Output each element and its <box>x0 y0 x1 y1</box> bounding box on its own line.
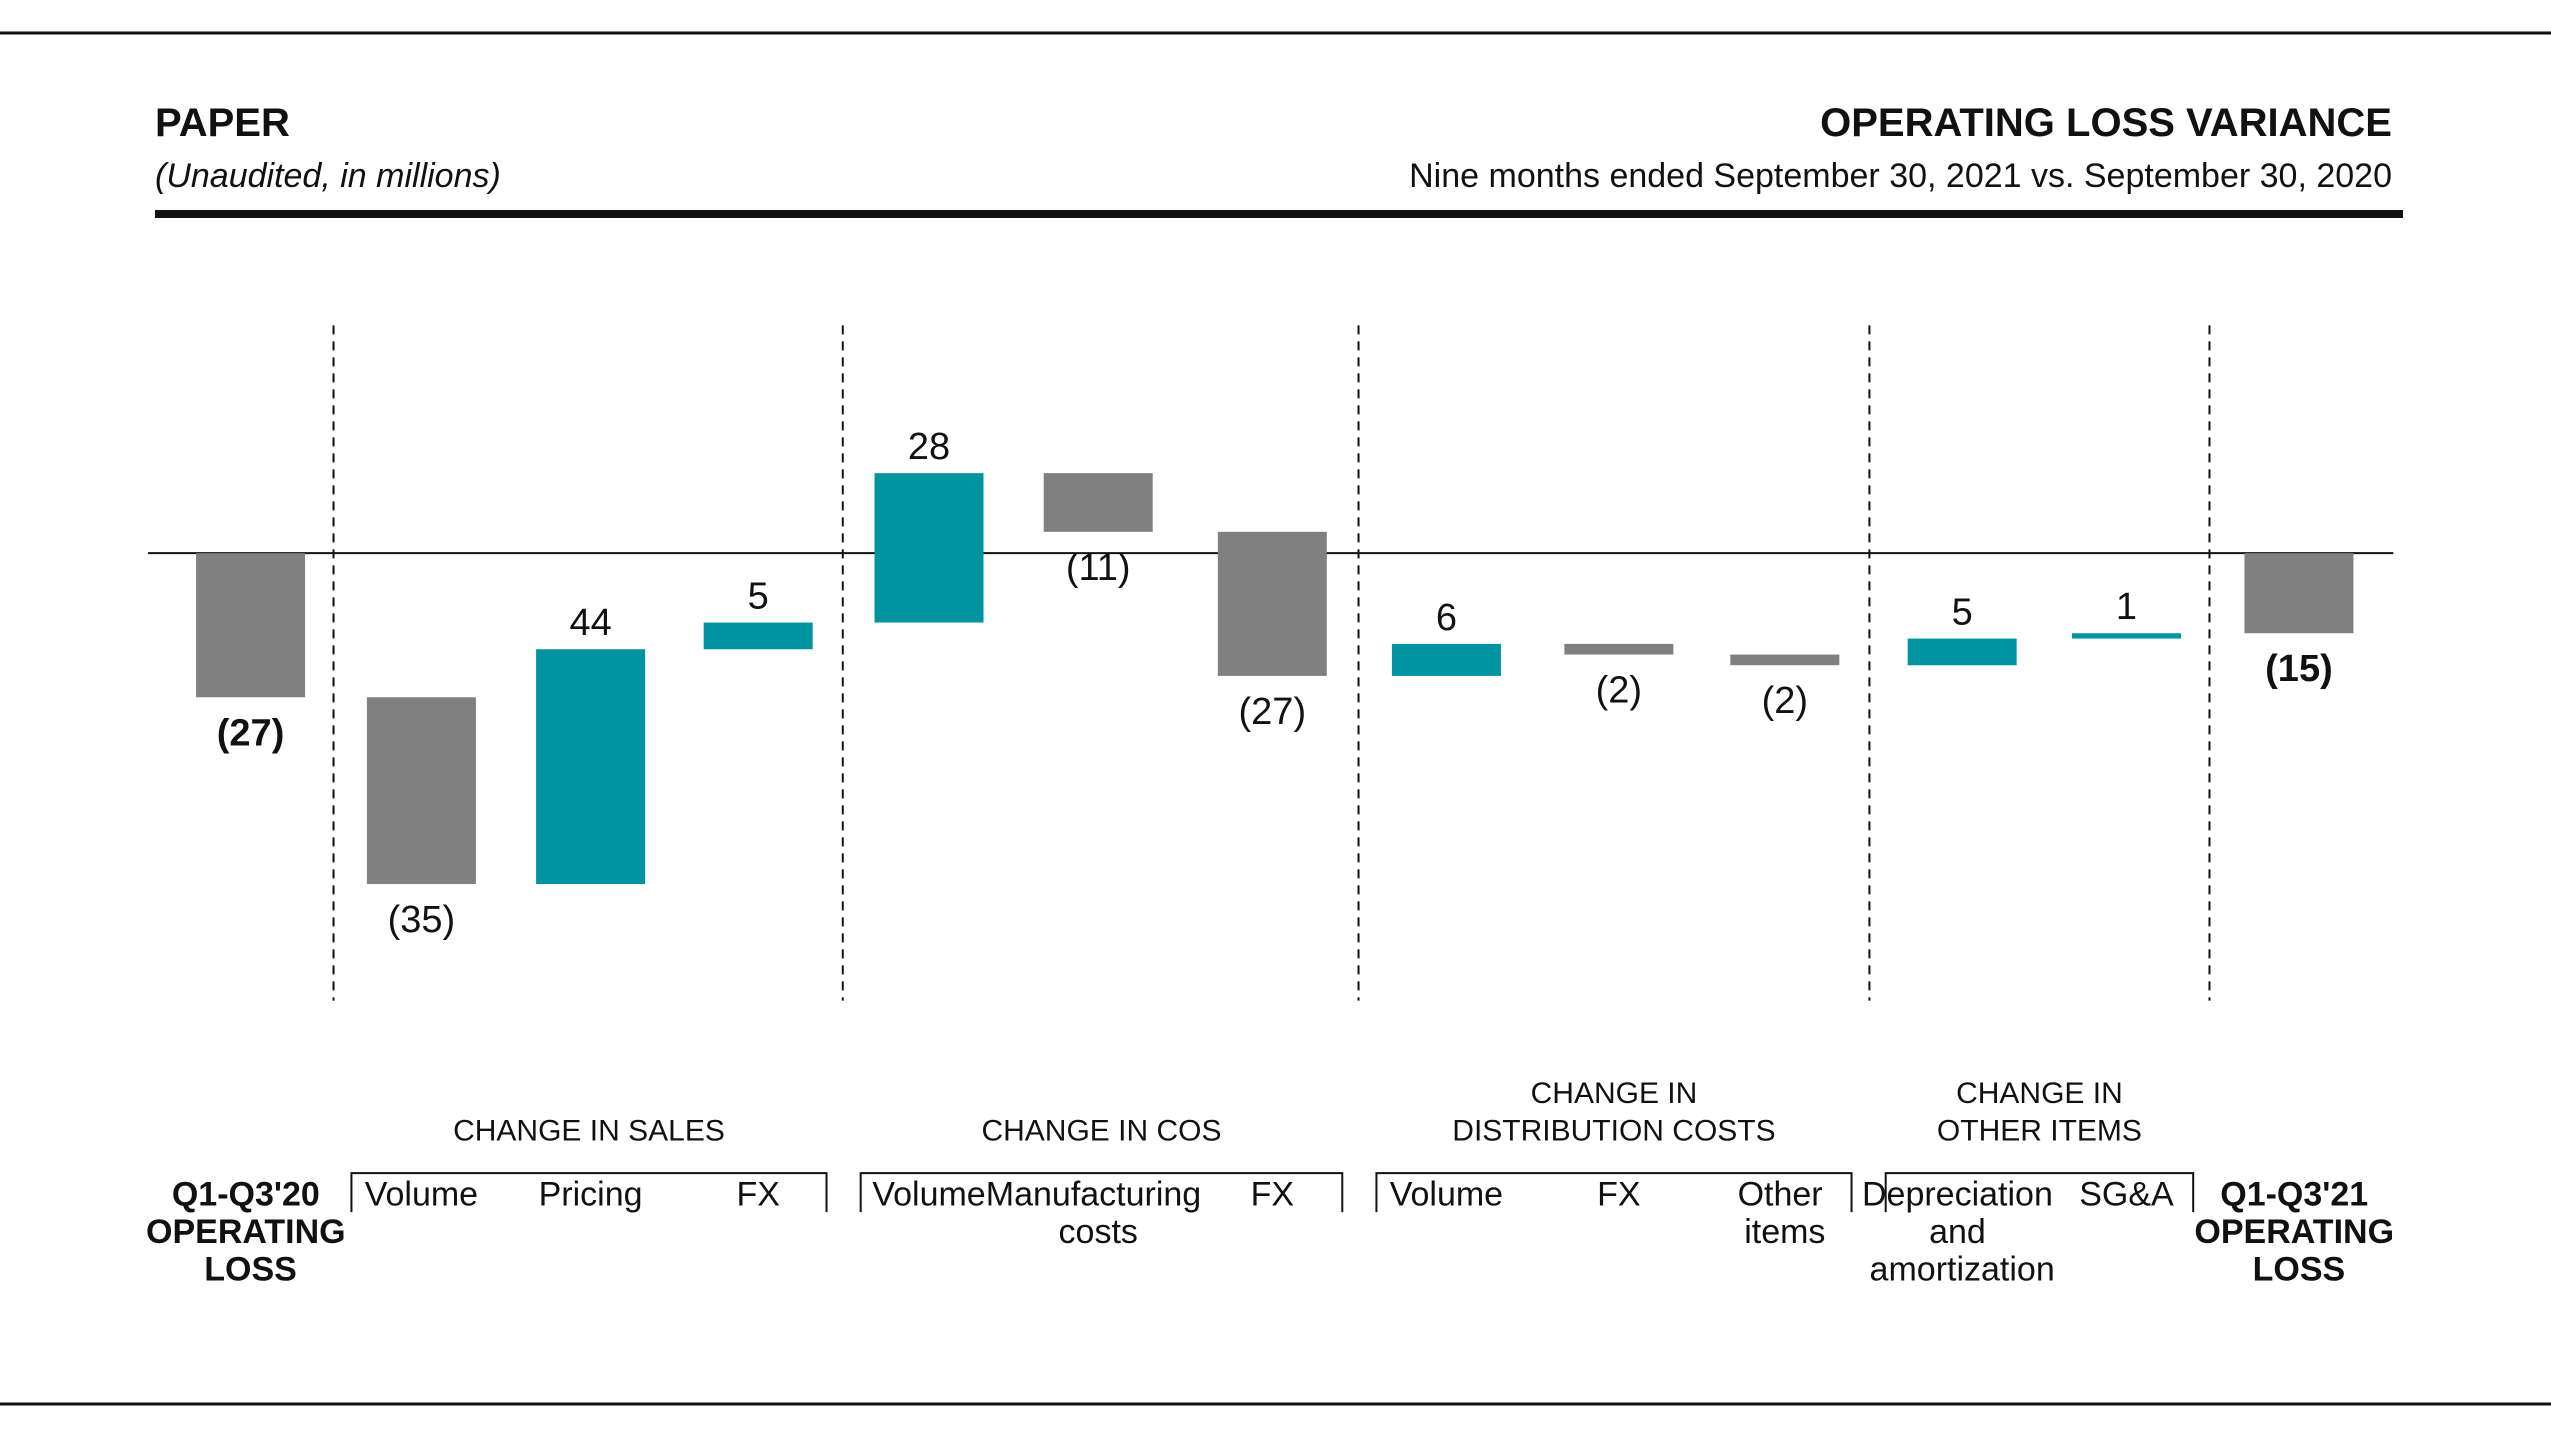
value-label: (11) <box>1066 547 1131 589</box>
value-label: (2) <box>1762 680 1808 722</box>
value-label: 6 <box>1436 597 1457 639</box>
group-label: CHANGE IN <box>1956 1077 2123 1110</box>
chart-title: OPERATING LOSS VARIANCE <box>1820 101 2392 145</box>
category-label: FX <box>1251 1176 1294 1214</box>
value-label: (2) <box>1596 670 1642 712</box>
value-label: 5 <box>1952 592 1973 634</box>
category-label: Other items <box>1738 1176 1832 1251</box>
bar <box>1907 638 2017 666</box>
bar <box>536 649 646 885</box>
note: (Unaudited, in millions) <box>155 157 501 195</box>
category-label: Volume <box>872 1176 985 1214</box>
value-label: (35) <box>388 899 456 941</box>
bar <box>196 553 306 698</box>
chart-subtitle: Nine months ended September 30, 2021 vs.… <box>1409 157 2392 195</box>
category-label: Q1-Q3'20 OPERATING LOSS <box>146 1176 355 1289</box>
category-label: Pricing <box>539 1176 643 1214</box>
group-label: CHANGE IN SALES <box>453 1115 725 1148</box>
category-label: SG&A <box>2079 1176 2174 1214</box>
group-bracket <box>1375 1172 1853 1213</box>
value-label: (27) <box>1239 691 1307 733</box>
bar <box>1391 643 1501 676</box>
category-label: Volume <box>1390 1176 1503 1214</box>
value-label: (27) <box>217 712 285 754</box>
category-label: Q1-Q3'21 OPERATING LOSS <box>2194 1176 2403 1289</box>
group-bracket <box>1884 1172 2195 1213</box>
bar <box>874 473 984 623</box>
group-label: CHANGE IN COS <box>981 1115 1221 1148</box>
value-label: 1 <box>2116 586 2137 628</box>
bar <box>2244 553 2354 634</box>
value-label: (15) <box>2265 648 2333 690</box>
bar <box>1564 643 1674 655</box>
bar <box>2071 633 2181 639</box>
bar <box>1217 531 1327 676</box>
bar <box>703 622 813 650</box>
bar <box>1043 473 1153 532</box>
category-label: FX <box>1597 1176 1640 1214</box>
group-bracket <box>350 1172 828 1213</box>
category-label: Depreciation and amortization <box>1862 1176 2062 1289</box>
group-bracket <box>859 1172 1344 1213</box>
category-label: Manufacturing costs <box>986 1176 1211 1251</box>
value-label: 44 <box>569 602 611 644</box>
group-label: OTHER ITEMS <box>1937 1115 2142 1148</box>
bar <box>1730 654 1840 666</box>
category-label: Volume <box>365 1176 478 1214</box>
section-title: PAPER <box>155 101 290 145</box>
value-label: 5 <box>748 576 769 618</box>
group-label: CHANGE IN <box>1531 1077 1698 1110</box>
category-label: FX <box>736 1176 779 1214</box>
bar <box>366 697 476 885</box>
value-label: 28 <box>908 426 950 468</box>
group-label: DISTRIBUTION COSTS <box>1452 1115 1775 1148</box>
